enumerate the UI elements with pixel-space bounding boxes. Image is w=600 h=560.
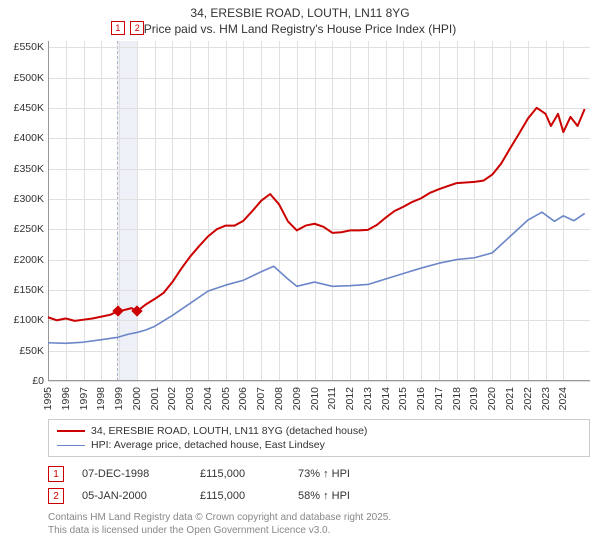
x-tick-label: 2010	[309, 387, 321, 410]
plot-region: £0£50K£100K£150K£200K£250K£300K£350K£400…	[48, 41, 590, 381]
chart-legend: 34, ERESBIE ROAD, LOUTH, LN11 8YG (detac…	[48, 419, 590, 457]
legend-label: 34, ERESBIE ROAD, LOUTH, LN11 8YG (detac…	[91, 425, 367, 437]
x-tick-label: 2000	[131, 387, 143, 410]
x-tick-label: 2023	[540, 387, 552, 410]
x-tick-label: 2024	[557, 387, 569, 410]
chart-area: £0£50K£100K£150K£200K£250K£300K£350K£400…	[48, 41, 590, 381]
y-tick-label: £150K	[14, 284, 44, 296]
x-tick-label: 2001	[149, 387, 161, 410]
x-tick-label: 1999	[113, 387, 125, 410]
sale-marker-icon: 2	[48, 488, 64, 504]
sales-table: 1 07-DEC-1998 £115,000 73% ↑ HPI 2 05-JA…	[48, 463, 590, 507]
x-tick-label: 2017	[433, 387, 445, 410]
x-tick-label: 2021	[504, 387, 516, 410]
table-row: 2 05-JAN-2000 £115,000 58% ↑ HPI	[48, 485, 590, 507]
x-tick-label: 2016	[415, 387, 427, 410]
x-tick-label: 2015	[397, 387, 409, 410]
y-tick-label: £200K	[14, 254, 44, 266]
x-tick-label: 1996	[60, 387, 72, 410]
x-tick-label: 2003	[184, 387, 196, 410]
title-line-1: 34, ERESBIE ROAD, LOUTH, LN11 8YG	[0, 6, 600, 22]
legend-swatch	[57, 445, 85, 446]
x-tick-label: 2005	[220, 387, 232, 410]
y-tick-label: £250K	[14, 223, 44, 235]
attribution-line: Contains HM Land Registry data © Crown c…	[48, 511, 590, 524]
sale-pct-vs-hpi: 73% ↑ HPI	[298, 468, 398, 480]
sale-marker-icon: 1	[48, 466, 64, 482]
legend-item: HPI: Average price, detached house, East…	[57, 438, 581, 452]
sale-price: £115,000	[200, 468, 280, 480]
sale-date: 05-JAN-2000	[82, 490, 182, 502]
table-row: 1 07-DEC-1998 £115,000 73% ↑ HPI	[48, 463, 590, 485]
x-tick-label: 2014	[380, 387, 392, 410]
y-tick-label: £300K	[14, 193, 44, 205]
attribution-line: This data is licensed under the Open Gov…	[48, 524, 590, 537]
y-tick-label: £550K	[14, 41, 44, 53]
x-tick-label: 2004	[202, 387, 214, 410]
series-hpi	[48, 212, 585, 343]
y-tick-label: £100K	[14, 314, 44, 326]
x-tick-label: 1998	[95, 387, 107, 410]
series-overlay	[48, 41, 590, 381]
legend-swatch	[57, 430, 85, 432]
sale-marker-annotation: 1	[111, 21, 125, 35]
x-tick-label: 2009	[291, 387, 303, 410]
x-tick-label: 2020	[486, 387, 498, 410]
legend-item: 34, ERESBIE ROAD, LOUTH, LN11 8YG (detac…	[57, 424, 581, 438]
sale-pct-vs-hpi: 58% ↑ HPI	[298, 490, 398, 502]
x-tick-label: 2011	[326, 387, 338, 410]
x-tick-label: 2002	[166, 387, 178, 410]
x-tick-label: 2007	[255, 387, 267, 410]
sale-date: 07-DEC-1998	[82, 468, 182, 480]
x-tick-label: 2012	[344, 387, 356, 410]
x-tick-label: 2006	[237, 387, 249, 410]
series-price_paid	[48, 108, 585, 321]
sale-marker-annotation: 2	[130, 21, 144, 35]
attribution: Contains HM Land Registry data © Crown c…	[48, 511, 590, 537]
y-tick-label: £400K	[14, 132, 44, 144]
gridline-horizontal	[48, 381, 590, 382]
x-tick-label: 2008	[273, 387, 285, 410]
x-tick-label: 2018	[451, 387, 463, 410]
title-line-2: Price paid vs. HM Land Registry's House …	[0, 22, 600, 38]
y-tick-label: £350K	[14, 163, 44, 175]
y-tick-label: £0	[32, 375, 44, 387]
y-tick-label: £500K	[14, 72, 44, 84]
x-tick-label: 2022	[522, 387, 534, 410]
x-tick-label: 2019	[468, 387, 480, 410]
y-tick-label: £450K	[14, 102, 44, 114]
x-tick-label: 1995	[42, 387, 54, 410]
x-tick-label: 1997	[78, 387, 90, 410]
y-tick-label: £50K	[19, 345, 44, 357]
legend-label: HPI: Average price, detached house, East…	[91, 439, 325, 451]
chart-title: 34, ERESBIE ROAD, LOUTH, LN11 8YG Price …	[0, 0, 600, 41]
x-tick-label: 2013	[362, 387, 374, 410]
sale-price: £115,000	[200, 490, 280, 502]
